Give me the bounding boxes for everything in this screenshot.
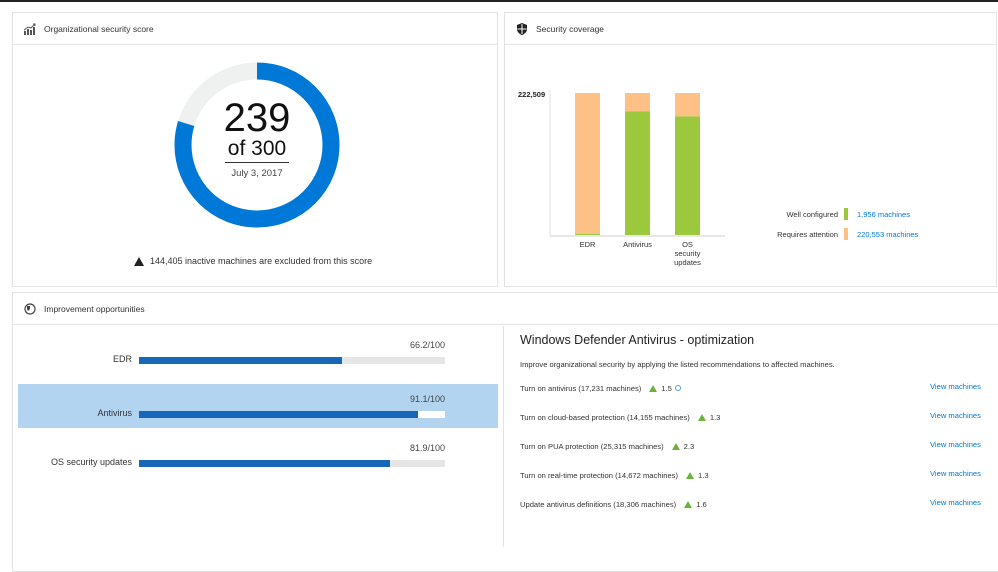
recommendation-text: Update antivirus definitions (18,306 mac…: [520, 500, 677, 509]
recommendation-text: Turn on real-time protection (14,672 mac…: [520, 471, 678, 480]
recommendation-row: Turn on antivirus (17,231 machines) 1.5 V…: [520, 382, 990, 396]
optimization-description: Improve organizational security by apply…: [520, 360, 835, 369]
impact-value: 1.5: [661, 384, 672, 393]
card-header: Improvement opportunities: [13, 293, 998, 325]
recommendation-row: Turn on PUA protection (25,315 machines)…: [520, 440, 990, 454]
category-label: EDR: [112, 354, 132, 364]
x-tick-label: EDR: [580, 240, 596, 249]
category-score: 66.2/100: [409, 340, 445, 350]
trend-chart-icon: [23, 22, 37, 36]
legend-requires-attention: Requires attention 220,553 machines: [720, 228, 918, 240]
score-readout: 239 of 300 July 3, 2017: [172, 60, 342, 230]
arrow-up-icon: [686, 472, 694, 479]
bar-edr-requires-attention[interactable]: [575, 93, 600, 234]
x-tick-label: updates: [674, 258, 701, 267]
score-bar-fill: [139, 411, 418, 418]
x-tick-label: security: [675, 249, 701, 258]
card-header: Security coverage: [505, 13, 996, 45]
security-score-card: Organizational security score 239 of 300…: [12, 12, 498, 287]
score-bar-fill: [139, 460, 390, 467]
recommendation-row: Update antivirus definitions (18,306 mac…: [520, 498, 990, 512]
impact-value: 1.3: [709, 413, 721, 422]
score-donut: [174, 62, 340, 228]
score-divider: [225, 162, 289, 163]
recommendation-row: Turn on real-time protection (14,672 mac…: [520, 469, 990, 483]
optimization-title: Windows Defender Antivirus - optimizatio…: [520, 333, 755, 347]
impact-value: 2.3: [683, 442, 695, 451]
score-max: of 300: [227, 137, 287, 160]
legend-swatch-green: [844, 208, 848, 220]
requires-attention-link[interactable]: 220,553 machines: [857, 229, 919, 239]
donut-fill: [174, 62, 340, 228]
impact-value: 1.3: [698, 471, 709, 480]
bar-edr-well-configured[interactable]: [575, 233, 600, 235]
improvement-opportunities-card: Improvement opportunities EDR 66.2/100 A…: [12, 292, 998, 572]
legend-well-configured: Well configured 1,956 machines: [720, 208, 910, 220]
recommendation-text: Turn on antivirus (17,231 machines): [520, 384, 642, 393]
category-row-antivirus[interactable]: Antivirus 91.1/100: [18, 384, 498, 428]
bar-os-security-updates-well-configured[interactable]: [675, 116, 700, 235]
improvement-icon: [23, 302, 37, 316]
category-score: 81.9/100: [409, 443, 445, 453]
arrow-up-icon: [684, 501, 693, 508]
arrow-up-icon: [697, 414, 706, 421]
window-top-border: [0, 0, 998, 2]
score-bar-track: [139, 357, 445, 364]
card-header: Organizational security score: [13, 13, 497, 45]
category-row-os-security-updates[interactable]: OS security updates 81.9/100: [18, 433, 498, 477]
recommendation-row: Turn on cloud-based protection (14,155 m…: [520, 411, 990, 425]
recommendation-text: Turn on PUA protection (25,315 machines): [520, 442, 664, 451]
card-title: Organizational security score: [44, 23, 154, 34]
well-configured-link[interactable]: 1,956 machines: [857, 209, 910, 219]
score-bar-track: [139, 411, 445, 418]
score-value: 239: [223, 96, 291, 140]
category-row-edr[interactable]: EDR 66.2/100: [18, 330, 498, 374]
score-date: July 3, 2017: [231, 168, 283, 179]
card-title: Improvement opportunities: [44, 303, 145, 314]
bar-os-security-updates-requires-attention[interactable]: [675, 93, 700, 117]
view-machines-link[interactable]: View machines: [930, 440, 981, 449]
view-machines-link[interactable]: View machines: [930, 382, 981, 391]
card-title: Security coverage: [536, 23, 605, 34]
impact-value: 1.6: [696, 500, 707, 509]
info-icon[interactable]: [674, 385, 681, 391]
arrow-up-icon: [649, 385, 658, 392]
x-tick-label: Antivirus: [623, 240, 652, 249]
warning-icon: [134, 256, 144, 266]
security-coverage-card: Security coverage 222,509 EDR Antivirus OS…: [504, 12, 997, 287]
bar-antivirus-requires-attention[interactable]: [625, 93, 650, 112]
legend-swatch-orange: [844, 228, 848, 240]
x-tick-label: OS: [682, 240, 693, 249]
category-label: Antivirus: [97, 408, 132, 418]
view-machines-link[interactable]: View machines: [930, 469, 981, 478]
arrow-up-icon: [671, 443, 680, 450]
view-machines-link[interactable]: View machines: [930, 411, 981, 420]
bar-antivirus-well-configured[interactable]: [625, 111, 650, 235]
score-bar-fill: [139, 357, 342, 364]
recommendation-text: Turn on cloud-based protection (14,155 m…: [520, 413, 690, 422]
legend-label: Requires attention: [777, 229, 838, 239]
inactive-warning: 144,405 inactive machines are excluded f…: [134, 256, 372, 266]
category-score: 91.1/100: [409, 394, 445, 404]
legend-label: Well configured: [786, 209, 838, 219]
score-bar-track: [139, 460, 445, 467]
category-label: OS security updates: [50, 457, 132, 467]
warning-text: 144,405 inactive machines are excluded f…: [150, 256, 373, 266]
panel-divider: [503, 326, 504, 547]
y-axis-max-label: 222,509: [518, 90, 545, 99]
view-machines-link[interactable]: View machines: [930, 498, 981, 507]
shield-icon: [515, 22, 529, 36]
